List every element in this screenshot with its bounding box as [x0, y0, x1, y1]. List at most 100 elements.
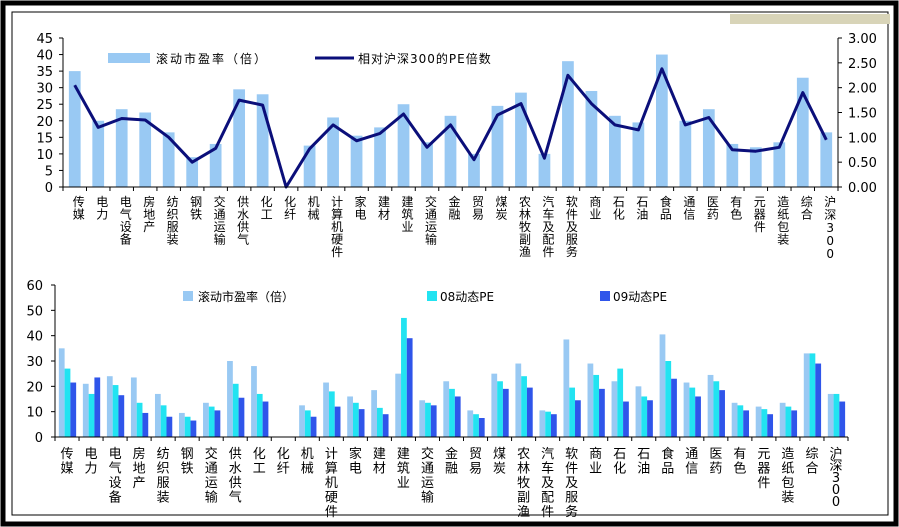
category-label: 有色 [733, 447, 746, 477]
y-tick-label-right: 1.00 [848, 131, 877, 146]
category-label-char: 件 [757, 476, 770, 491]
category-label-char: 纺 [157, 447, 170, 462]
category-label-char: 交 [421, 446, 434, 462]
category-label-char: 副 [519, 233, 531, 247]
category-label-char: 纸 [781, 462, 794, 477]
bar-pe [749, 147, 762, 187]
category-label-char: 综 [801, 195, 813, 209]
category-label-char: 炭 [495, 208, 507, 222]
category-label-char: 气 [237, 232, 249, 247]
category-label-char: 品 [660, 208, 672, 222]
bar-pe-2008 [88, 393, 95, 437]
bar-pe [679, 120, 692, 187]
bar-pe-2009 [695, 396, 701, 437]
category-label-char: 装 [167, 233, 179, 247]
bar-pe [139, 112, 152, 187]
category-label-char: 及 [542, 220, 554, 234]
bar-trailing-pe [154, 393, 161, 437]
category-label-char: 汽 [542, 194, 554, 209]
category-label-char: 机 [331, 220, 343, 234]
y-tick-label-left: 35 [36, 65, 53, 80]
bar-pe-2009 [262, 401, 269, 437]
bar-trailing-pe [130, 377, 137, 437]
category-label-char: 件 [754, 220, 766, 234]
bar-pe [609, 115, 621, 187]
bar-pe-2008 [64, 368, 71, 437]
bar-pe-2008 [641, 396, 648, 437]
bar-pe-2009 [70, 382, 77, 437]
category-label: 石化 [613, 195, 625, 222]
bar-pe-2009 [550, 414, 557, 437]
bar-trailing-pe [683, 382, 690, 437]
bar-pe-2008 [617, 368, 624, 437]
y-tick-label-left: 15 [36, 131, 53, 146]
category-label: 钢铁 [190, 195, 202, 222]
category-label-char: 务 [566, 244, 578, 259]
category-label: 沪深300 [824, 195, 836, 261]
category-label: 医药 [707, 195, 719, 222]
category-label-char: 商 [589, 194, 601, 209]
category-label: 化纤 [284, 195, 296, 222]
y-tick-label-left: 40 [36, 49, 53, 64]
category-label-char: 信 [685, 462, 698, 477]
bar-pe-2008 [497, 381, 503, 437]
category-label: 贸易 [469, 447, 482, 477]
category-label-char: 输 [214, 232, 226, 247]
category-label: 石油 [636, 195, 648, 222]
category-label-char: 筑 [402, 207, 414, 222]
bar-trailing-pe [611, 381, 618, 437]
category-label-char: 通 [421, 462, 434, 477]
chart-top: 0510152025303540450.000.501.001.502.002.… [36, 32, 877, 261]
category-label-char: 金 [448, 194, 460, 209]
category-label-char: 交 [425, 194, 437, 209]
bar-pe [585, 90, 598, 187]
bar-pe-2009 [767, 414, 774, 437]
category-label-char: 软 [565, 447, 578, 462]
bar-trailing-pe [731, 402, 738, 437]
y-tick-label: 20 [26, 380, 43, 395]
bar-pe [374, 127, 386, 187]
bar-pe [702, 109, 715, 187]
bar-pe [92, 120, 105, 187]
bar-trailing-pe [347, 396, 353, 437]
category-label-char: 合 [801, 207, 813, 222]
category-label-char: 业 [589, 208, 601, 222]
category-label-char: 化 [284, 195, 296, 209]
category-label-char: 通 [214, 208, 226, 222]
bar-pe-2009 [454, 396, 461, 437]
category-label-char: 输 [205, 490, 218, 506]
bar-pe-2009 [382, 414, 389, 437]
category-label-char: 钢 [181, 447, 194, 462]
bar-pe-2008 [377, 407, 383, 437]
category-label: 传媒 [61, 447, 74, 477]
bar-pe-2008 [232, 383, 239, 437]
category-label-char: 商 [589, 447, 602, 462]
category-label-char: 医 [709, 447, 722, 462]
category-label-char: 有 [733, 447, 746, 462]
bar-pe [796, 77, 809, 187]
category-label: 化工 [261, 195, 273, 222]
category-label-char: 工 [261, 208, 273, 222]
category-label-char: 机 [325, 476, 338, 491]
category-label-char: 服 [565, 491, 578, 506]
bar-pe-2008 [473, 414, 479, 437]
category-label-char: 有 [730, 195, 742, 209]
category-label: 综合 [801, 195, 813, 222]
category-label-char: 建 [402, 195, 414, 209]
category-label-char: 装 [157, 491, 170, 506]
category-label-char: 合 [805, 462, 818, 477]
category-label-char: 媒 [73, 208, 85, 222]
category-label: 化工 [253, 447, 266, 477]
category-label-char: 造 [777, 195, 789, 209]
category-label-char: 建 [373, 447, 386, 462]
category-label-char: 石 [636, 195, 648, 209]
category-label-char: 设 [120, 220, 132, 234]
category-label-char: 通 [205, 462, 218, 477]
category-label-char: 装 [781, 491, 794, 506]
category-label-char: 备 [109, 490, 122, 506]
category-label-char: 车 [542, 207, 554, 222]
category-label: 机械 [308, 195, 320, 222]
